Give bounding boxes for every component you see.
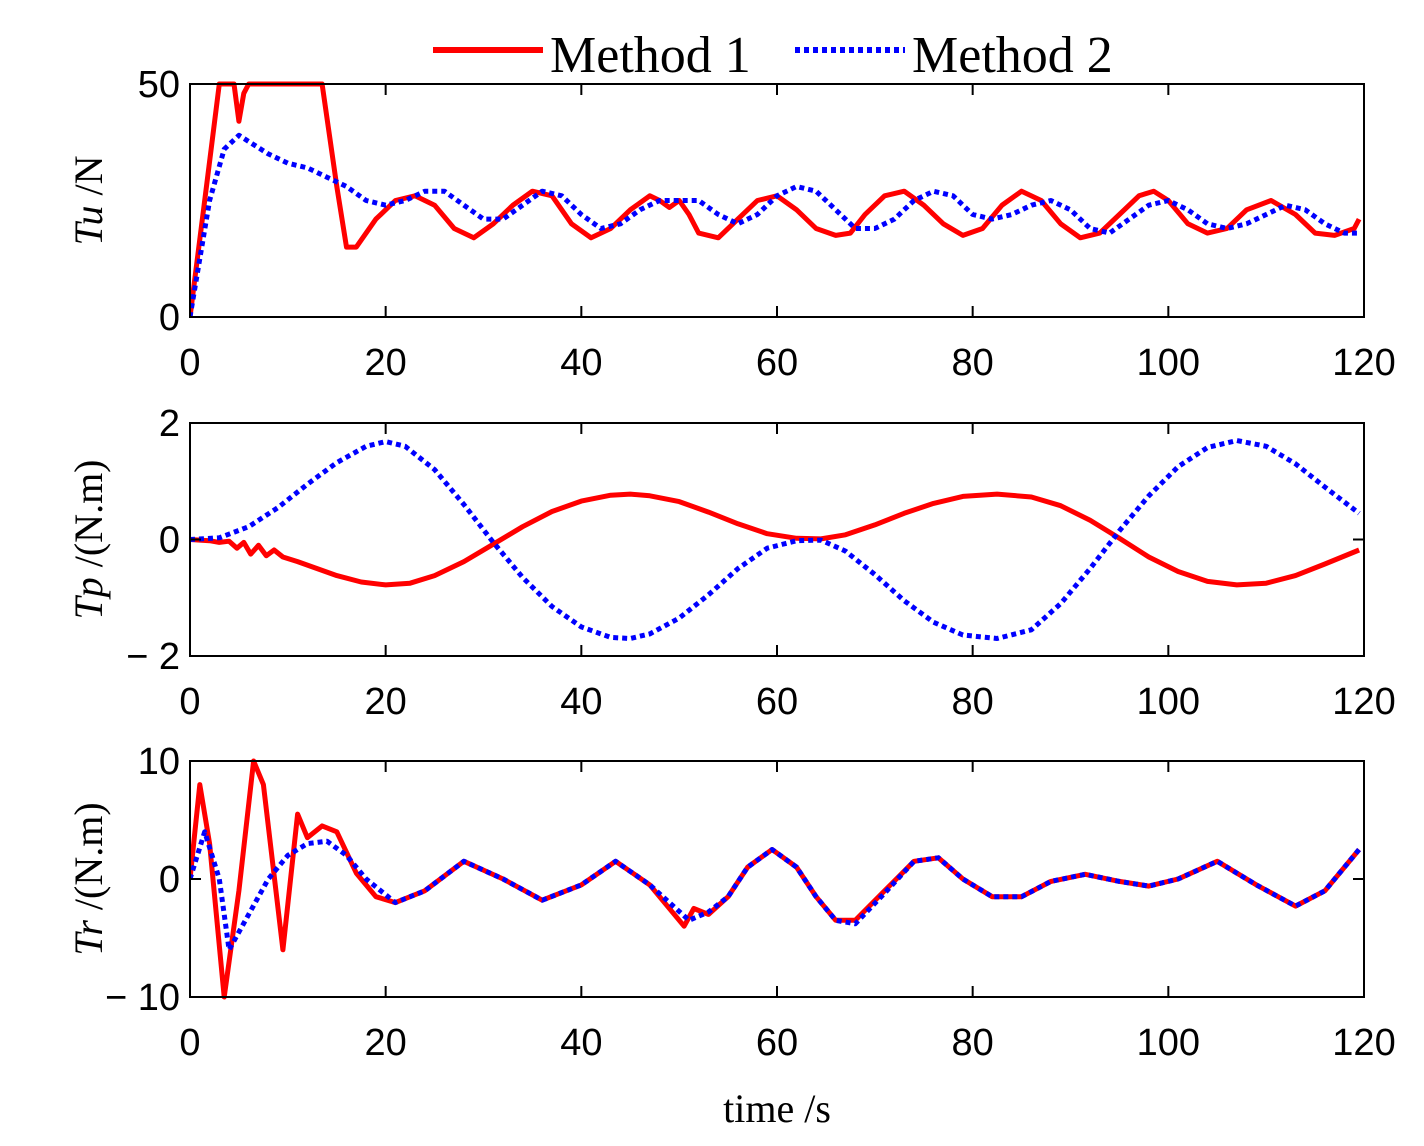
x-tick-label: 120 [1332, 342, 1395, 384]
y-axis-label-symbol: Tr [66, 920, 111, 956]
x-tick-label: 60 [756, 1022, 798, 1064]
x-tick-label: 100 [1137, 1022, 1200, 1064]
x-tick-label: 40 [560, 342, 602, 384]
x-tick-label: 20 [365, 681, 407, 723]
series-line-method-2 [190, 438, 1361, 641]
y-tick-label: 0 [159, 859, 180, 901]
x-tick-label: 100 [1137, 681, 1200, 723]
panel-tu: 0 20 40 60 80 100 120 0 50 Tu /N [66, 64, 1396, 384]
legend: Method 1 Method 2 [433, 27, 1113, 84]
series-line-method-1 [190, 81, 1362, 318]
y-tick-label: 10 [138, 741, 180, 783]
x-tick-label: 40 [560, 681, 602, 723]
y-axis-label: Tp /(N.m) [66, 459, 111, 619]
y-tick-label: − 10 [105, 977, 180, 1019]
y-tick-label: 2 [159, 403, 180, 445]
y-tick-label: − 2 [126, 636, 180, 678]
x-tick-label: 100 [1137, 342, 1200, 384]
y-axis-label-symbol: Tu [66, 205, 111, 245]
y-tick-label: 0 [159, 520, 180, 562]
series-line-method-2 [190, 829, 1362, 953]
x-tick-label: 20 [365, 342, 407, 384]
x-tick-label: 80 [952, 342, 994, 384]
x-tick-label: 40 [560, 1022, 602, 1064]
x-tick-label: 120 [1332, 681, 1395, 723]
x-axis-label: time /s [723, 1086, 831, 1131]
x-tick-label: 20 [365, 1022, 407, 1064]
y-axis-label-unit: /(N.m) [66, 459, 111, 577]
series-line-method-2 [190, 132, 1360, 318]
x-tick-label: 80 [952, 681, 994, 723]
y-axis-label: Tr /(N.m) [66, 802, 111, 955]
y-axis-label-unit: /N [66, 155, 111, 205]
legend-label-method-1: Method 1 [550, 27, 751, 84]
x-tick-label: 80 [952, 1022, 994, 1064]
x-tick-label: 0 [179, 681, 200, 723]
y-tick-label: 0 [159, 297, 180, 339]
y-tick-label: 50 [138, 64, 180, 106]
x-tick-label: 60 [756, 342, 798, 384]
y-axis-label-symbol: Tp [66, 577, 111, 619]
x-tick-label: 60 [756, 681, 798, 723]
y-axis-label-unit: /(N.m) [66, 802, 111, 920]
y-axis-label: Tu /N [66, 155, 111, 245]
x-tick-label: 0 [179, 1022, 200, 1064]
x-tick-label: 120 [1332, 1022, 1395, 1064]
x-tick-label: 0 [179, 342, 200, 384]
legend-label-method-2: Method 2 [912, 27, 1113, 84]
